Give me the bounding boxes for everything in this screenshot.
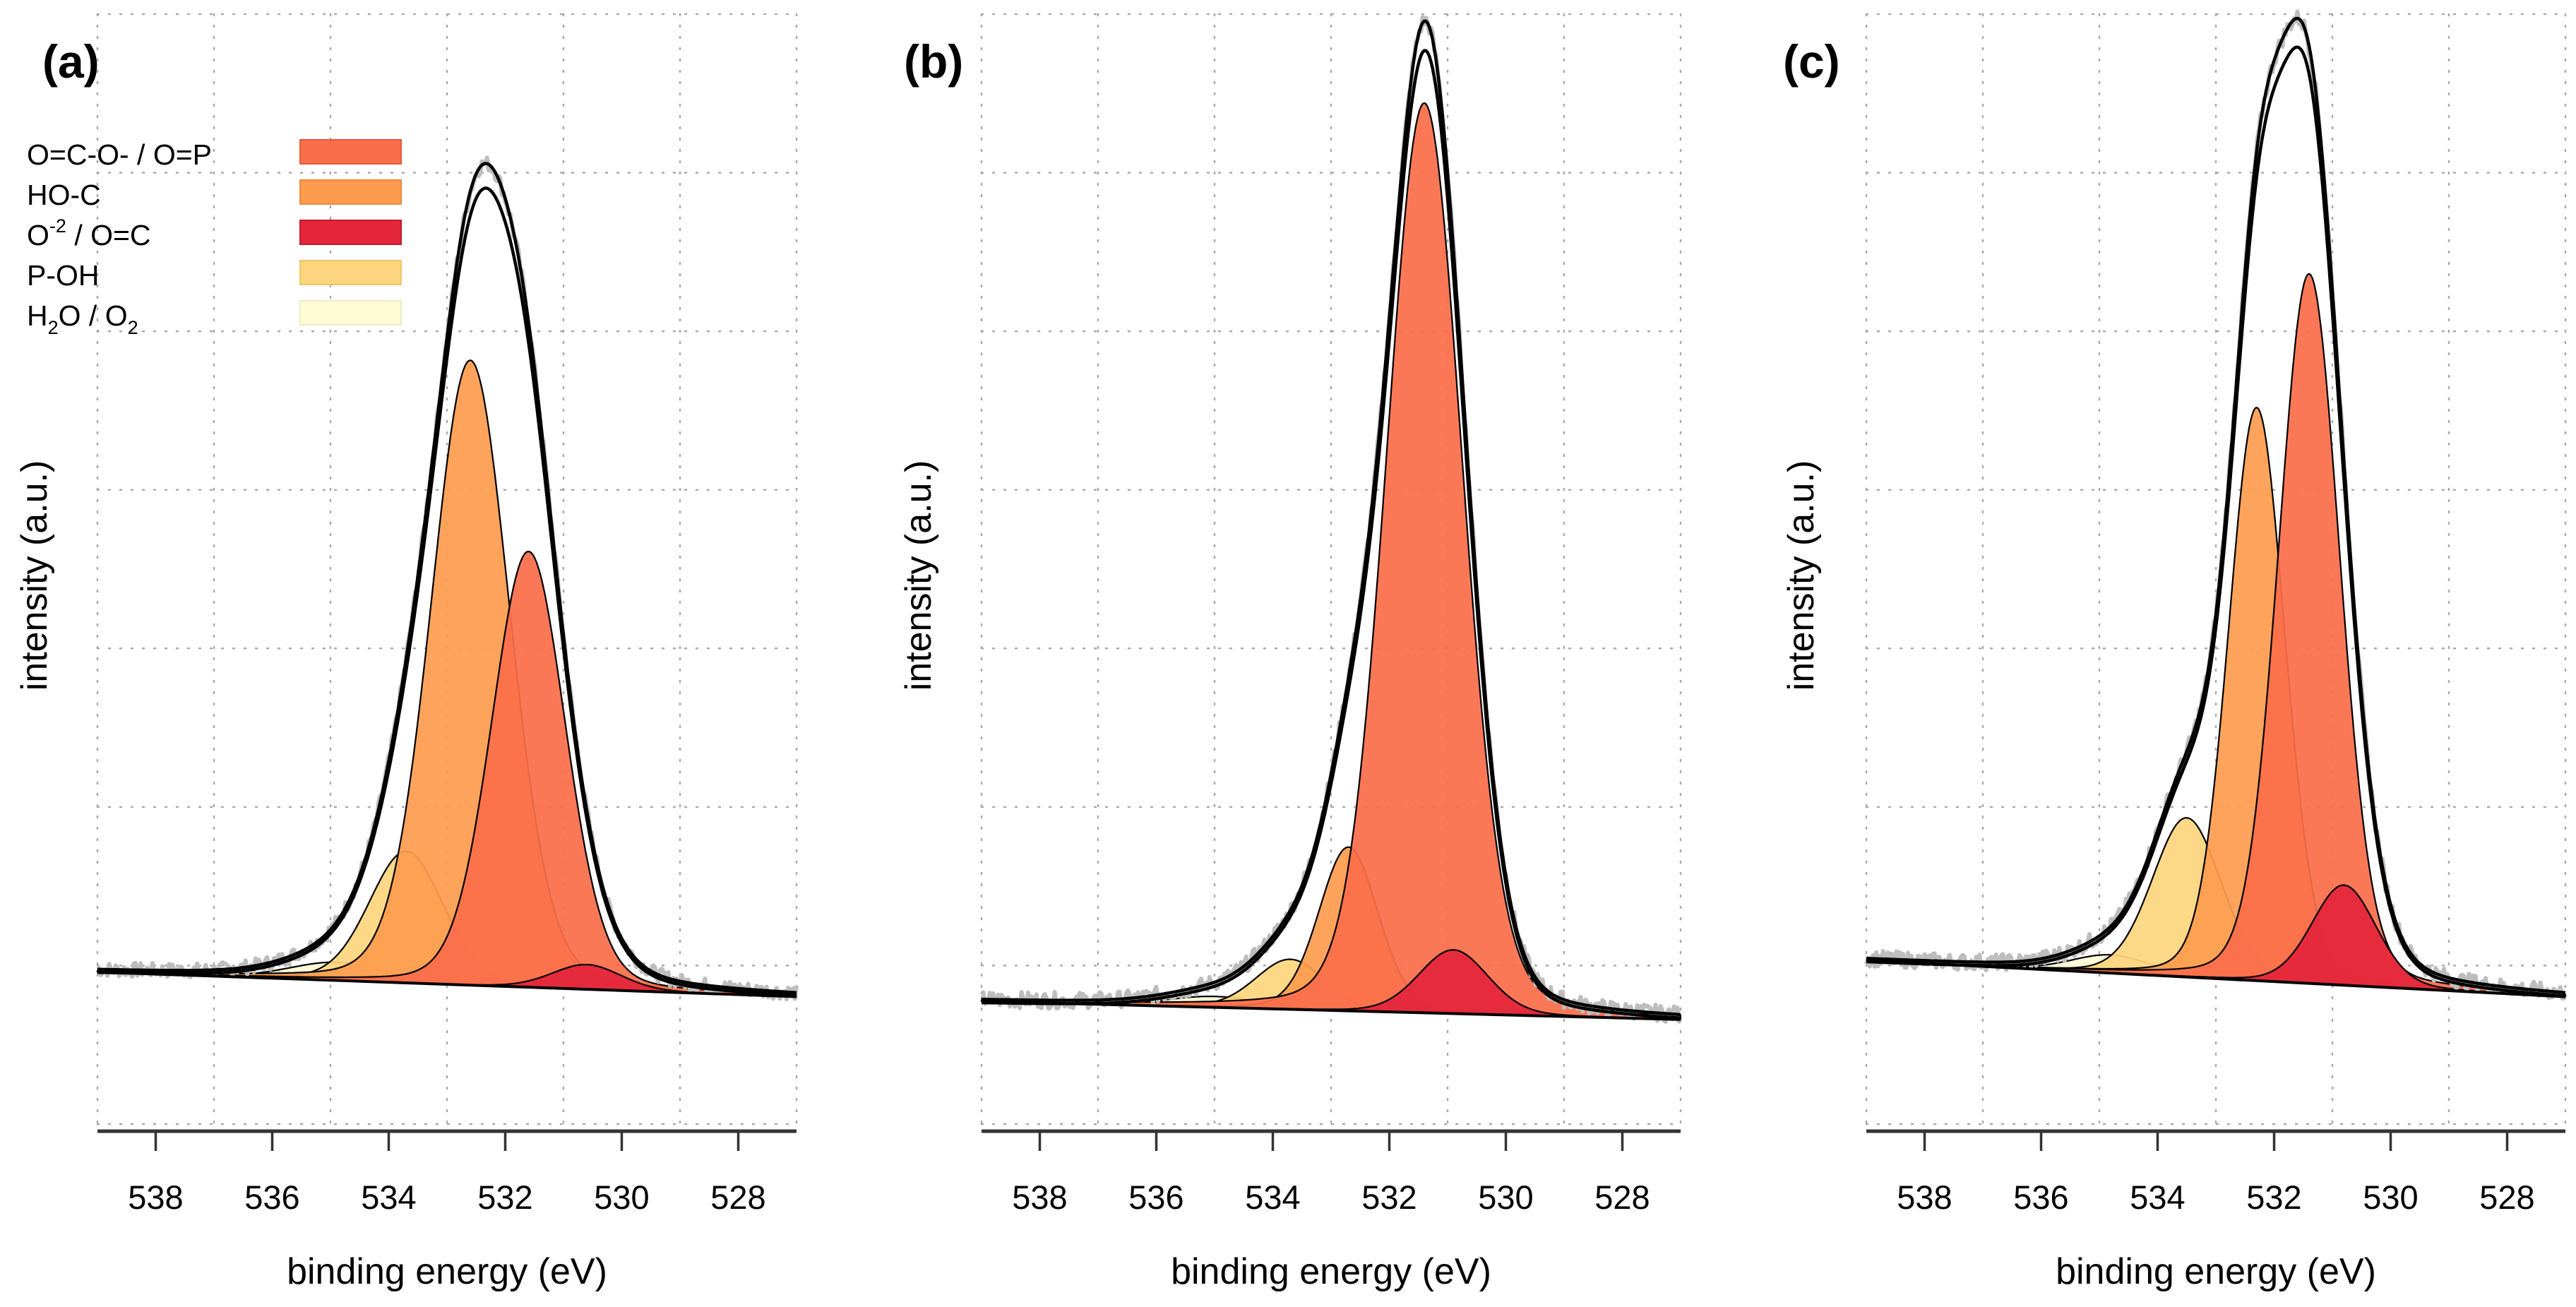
- panel-label-b: (b): [904, 35, 963, 88]
- x-tick-label-528-b: 528: [1594, 1178, 1650, 1216]
- legend-label-oco: O=C-O- / O=P: [27, 138, 212, 171]
- legend: O=C-O- / O=P HO-C O-2 / O=C P-OH H2O / O…: [27, 138, 402, 338]
- panel-label-a: (a): [42, 35, 100, 88]
- legend-swatch-hoc: [299, 179, 402, 205]
- x-tick-label-532-a: 532: [477, 1178, 532, 1216]
- x-tick-label-530-c: 530: [2363, 1178, 2418, 1216]
- background-line-c: [1866, 959, 2566, 998]
- plot-area-b: [979, 13, 1683, 1126]
- legend-label-oxide: O-2 / O=C: [27, 215, 151, 251]
- envelope-outer-a: [97, 162, 797, 995]
- x-tick-label-534-a: 534: [361, 1178, 416, 1216]
- panel-label-c: (c): [1783, 35, 1840, 88]
- plot-area-c: [1864, 9, 2567, 1126]
- panel-c: (c) 538 536 534 532 530 528 binding energy (e…: [1781, 9, 2567, 1292]
- x-tick-label-528-a: 528: [710, 1178, 765, 1216]
- x-axis-title-b: binding energy (eV): [1171, 1251, 1491, 1292]
- legend-label-water: H2O / O2: [27, 299, 138, 338]
- x-tick-label-536-a: 536: [244, 1178, 299, 1216]
- y-axis-title-b: intensity (a.u.): [898, 460, 939, 691]
- x-tick-label-538-b: 538: [1012, 1178, 1067, 1216]
- background-line-a: [97, 970, 797, 998]
- legend-swatch-oco: [299, 139, 402, 165]
- envelope-inner-a: [97, 186, 797, 998]
- legend-label-poh: P-OH: [27, 259, 100, 292]
- x-ticks-a: 538 536 534 532 530 528: [128, 1131, 766, 1216]
- x-tick-label-538-c: 538: [1897, 1178, 1952, 1216]
- x-tick-label-530-a: 530: [594, 1178, 649, 1216]
- grid-b: [980, 13, 1682, 1126]
- y-axis-title-c: intensity (a.u.): [1781, 460, 1822, 691]
- legend-swatch-oxide: [299, 220, 402, 245]
- x-ticks-c: 538 536 534 532 530 528: [1897, 1131, 2535, 1216]
- x-tick-label-534-c: 534: [2130, 1178, 2185, 1216]
- x-tick-label-528-c: 528: [2479, 1178, 2534, 1216]
- x-tick-label-532-b: 532: [1361, 1178, 1417, 1216]
- x-axis-title-c: binding energy (eV): [2056, 1251, 2376, 1292]
- x-tick-label-534-b: 534: [1245, 1178, 1300, 1216]
- legend-swatch-poh: [299, 260, 402, 285]
- x-tick-label-530-b: 530: [1478, 1178, 1533, 1216]
- legend-label-hoc: HO-C: [27, 179, 101, 211]
- background-line-b: [981, 1000, 1681, 1021]
- x-tick-label-536-c: 536: [2013, 1178, 2068, 1216]
- x-tick-label-538-a: 538: [128, 1178, 183, 1216]
- panel-b: (b) 538 536 534 532 530 528 binding energy (e…: [898, 13, 1683, 1292]
- x-axis-title-a: binding energy (eV): [287, 1251, 607, 1292]
- plot-area-a: [96, 13, 799, 1126]
- y-axis-title-a: intensity (a.u.): [14, 460, 55, 691]
- x-tick-label-532-c: 532: [2246, 1178, 2301, 1216]
- legend-swatch-water: [299, 300, 402, 326]
- x-tick-label-536-b: 536: [1128, 1178, 1183, 1216]
- panel-a: (a) 538 536 534 532 530 528 binding energy (e…: [14, 13, 799, 1292]
- x-ticks-b: 538 536 534 532 530 528: [1012, 1131, 1650, 1216]
- envelope-outer-b: [982, 19, 1681, 1017]
